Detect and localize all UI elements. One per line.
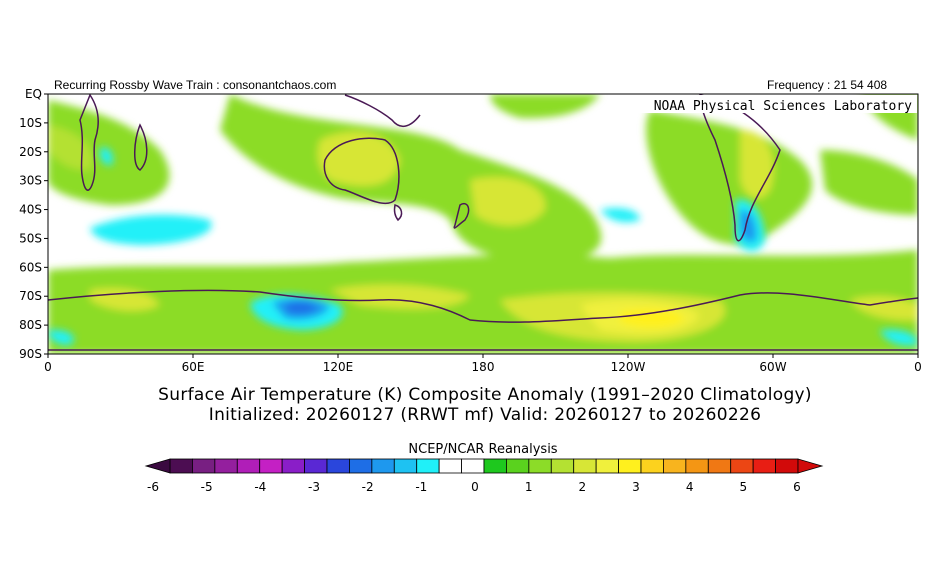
lat-label: 40S xyxy=(19,203,42,217)
lon-label: 0 xyxy=(44,360,52,374)
colorbar-cell xyxy=(685,458,709,474)
lon-label: 180 xyxy=(472,360,495,374)
colorbar-cell xyxy=(730,458,754,474)
colorbar-cell xyxy=(775,458,799,474)
colorbar-cell xyxy=(707,458,732,474)
lon-label: 60E xyxy=(182,360,205,374)
colorbar-cell xyxy=(259,458,283,474)
colorbar-tick-label: -6 xyxy=(147,480,159,494)
colorbar-title: NCEP/NCAR Reanalysis xyxy=(408,442,558,457)
colorbar-tick-label: -5 xyxy=(201,480,213,494)
colorbar-tick-label: -4 xyxy=(254,480,266,494)
colorbar-cell xyxy=(326,458,350,474)
header-left-text: Recurring Rossby Wave Train : consonantc… xyxy=(54,78,337,92)
lat-label: 10S xyxy=(19,116,42,130)
chart-title: Surface Air Temperature (K) Composite An… xyxy=(158,385,812,405)
colorbar-cell xyxy=(349,458,373,474)
colorbar-cell xyxy=(618,458,642,474)
lon-label: 120E xyxy=(323,360,354,374)
colorbar-cell xyxy=(393,458,418,474)
colorbar-cell xyxy=(371,458,395,474)
colorbar-tick-label: 2 xyxy=(579,480,587,494)
colorbar-tick-label: 3 xyxy=(632,480,640,494)
colorbar-cell xyxy=(281,458,305,474)
lon-label: 0 xyxy=(914,360,922,374)
header-right-text: Frequency : 21 54 408 xyxy=(767,78,888,92)
colorbar-cell xyxy=(438,458,462,474)
colorbar-tick-label: 5 xyxy=(740,480,748,494)
lat-label: EQ xyxy=(25,87,42,101)
colorbar-cell xyxy=(640,458,664,474)
colorbar-tick-label: 1 xyxy=(525,480,533,494)
colorbar-cell xyxy=(461,458,485,474)
lat-label: 20S xyxy=(19,145,42,159)
colorbar-cell xyxy=(192,458,216,474)
colorbar-tick-label: -1 xyxy=(415,480,427,494)
anomaly-fields xyxy=(48,94,918,354)
anomaly-map: NOAA Physical Sciences Laboratory EQ 10S 2… xyxy=(19,87,922,374)
lat-label: 60S xyxy=(19,260,42,274)
colorbar-cell xyxy=(663,458,687,474)
colorbar-max-arrow xyxy=(797,458,824,474)
lat-label: 70S xyxy=(19,289,42,303)
colorbar-cell xyxy=(506,458,530,474)
lat-label: 50S xyxy=(19,231,42,245)
colorbar-cell xyxy=(573,458,597,474)
colorbar-tick-label: -3 xyxy=(308,480,320,494)
colorbar-tick-label: -2 xyxy=(362,480,374,494)
colorbar-cell xyxy=(752,458,776,474)
lat-label: 80S xyxy=(19,318,42,332)
lon-label: 120W xyxy=(611,360,646,374)
longitude-axis: 0 60E 120E 180 120W 60W 0 xyxy=(44,354,922,374)
noaa-credit: NOAA Physical Sciences Laboratory xyxy=(654,99,912,114)
colorbar-cell xyxy=(483,458,507,474)
colorbar-tick-label: 0 xyxy=(471,480,479,494)
colorbar-cell xyxy=(416,458,440,474)
lon-label: 60W xyxy=(759,360,786,374)
negative-anomaly-shading xyxy=(48,147,918,346)
colorbar-cell xyxy=(528,458,552,474)
credit-box xyxy=(624,95,917,113)
latitude-axis: EQ 10S 20S 30S 40S 50S 60S 70S 80S 90S xyxy=(19,87,48,361)
coastlines xyxy=(48,94,918,351)
lat-label: 90S xyxy=(19,347,42,361)
colorbar-cell xyxy=(304,458,328,474)
colorbar-cell xyxy=(236,458,261,474)
colorbar-cell xyxy=(169,458,193,474)
colorbar-tick-label: 4 xyxy=(686,480,694,494)
colorbar-cell xyxy=(214,458,238,474)
colorbar-cell xyxy=(550,458,575,474)
colorbar-min-arrow xyxy=(144,458,171,474)
colorbar-tick-label: 6 xyxy=(793,480,801,494)
lat-label: 30S xyxy=(19,174,42,188)
colorbar-cell xyxy=(595,458,619,474)
chart-subtitle: Initialized: 20260127 (RRWT mf) Valid: 2… xyxy=(208,405,762,425)
